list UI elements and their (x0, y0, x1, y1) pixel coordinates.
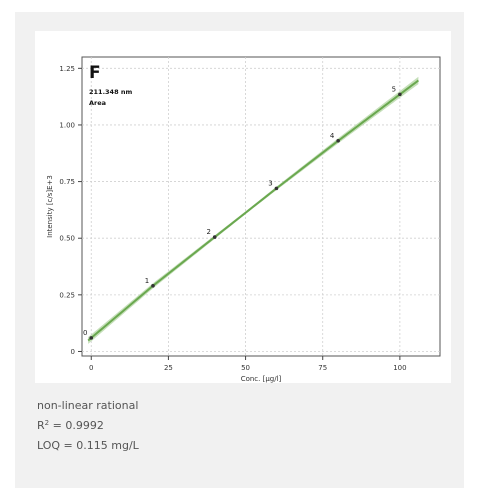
r-squared-superscript: 2 (44, 419, 50, 427)
data-point-label: 0 (83, 329, 87, 337)
x-tick-label: 100 (393, 364, 406, 372)
y-tick-label: 0.75 (59, 178, 75, 186)
data-point-label: 4 (330, 132, 335, 140)
r-squared-prefix: R (37, 419, 45, 432)
y-tick-label: 0 (71, 348, 75, 356)
data-point (336, 139, 340, 143)
panel-letter: F (89, 63, 101, 83)
r-squared-value: = 0.9992 (49, 419, 104, 432)
data-point (274, 186, 279, 191)
figure-card: 0 25 50 75 100 0 0.25 0.50 0.75 1.00 1.25 Conc. [µg… (15, 12, 464, 488)
y-tick-label: 0.50 (59, 235, 75, 243)
y-tick-label: 1.00 (59, 121, 75, 129)
r-squared-text: R2 = 0.9992 (37, 416, 139, 436)
loq-text: LOQ = 0.115 mg/L (37, 439, 139, 452)
data-point-label: 3 (268, 179, 272, 187)
y-tick-label: 1.25 (59, 65, 75, 73)
data-point (89, 336, 94, 340)
x-tick-label: 75 (318, 364, 327, 372)
x-tick-label: 50 (241, 364, 250, 372)
calibration-plot: 0 25 50 75 100 0 0.25 0.50 0.75 1.00 1.25 Conc. [µg… (35, 31, 451, 383)
data-point (151, 283, 155, 288)
data-point-label: 1 (145, 277, 149, 285)
data-point (212, 235, 217, 239)
y-axis-label: Intensity [c/s]E+3 (46, 175, 54, 238)
fit-caption: non-linear rational R2 = 0.9992 LOQ = 0.… (37, 396, 139, 456)
data-point (398, 92, 402, 97)
x-tick-label: 0 (89, 364, 93, 372)
mode-annotation: Area (89, 99, 106, 107)
x-tick-label: 25 (164, 364, 173, 372)
y-tick-label: 0.25 (59, 291, 75, 299)
wavelength-annotation: 211.348 nm (89, 88, 132, 96)
fit-curve (87, 79, 419, 342)
x-axis-label: Conc. [µg/l] (241, 375, 282, 383)
data-point-label: 5 (392, 85, 396, 93)
fit-model-text: non-linear rational (37, 399, 139, 412)
data-point-label: 2 (206, 228, 210, 236)
